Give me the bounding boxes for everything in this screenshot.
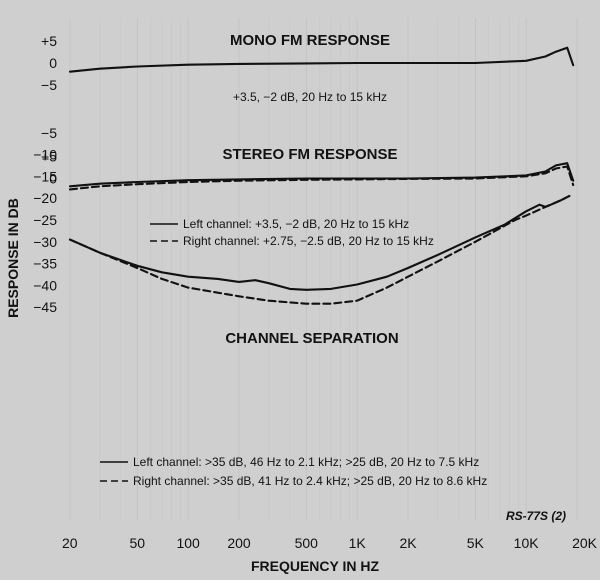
separation-legend-right-label: Right channel: >35 dB, 41 Hz to 2.4 kHz;… (133, 474, 487, 488)
separation-y-tick-label: −5 (41, 125, 57, 141)
x-tick-label: 500 (295, 535, 319, 551)
x-tick-label: 100 (176, 535, 200, 551)
stereo-legend-right-label: Right channel: +2.75, −2.5 dB, 20 Hz to … (183, 234, 434, 248)
separation-y-tick-label: −30 (33, 234, 57, 250)
separation-y-tick-label: −40 (33, 277, 57, 293)
x-axis-title: FREQUENCY IN HZ (251, 558, 380, 574)
stereo-right-line (68, 165, 575, 191)
tick-layer: +5 0 −5 +5 0 −5 −10 −15 −20 −25 −30 −35 −40 −45 20 50 10… (33, 33, 597, 551)
separation-y-tick-label: −45 (33, 299, 57, 315)
x-tick-label: 5K (467, 535, 485, 551)
x-tick-label: 10K (514, 535, 540, 551)
separation-left-line (68, 194, 571, 291)
mono-response-line (68, 46, 575, 73)
stereo-y-tick-label: +5 (41, 149, 57, 165)
mono-y-tick-label: 0 (49, 55, 57, 71)
separation-right-line (68, 194, 571, 305)
mono-y-tick-label: −5 (41, 77, 57, 93)
curve-layer (68, 46, 575, 305)
figure-code: RS-77S (2) (506, 509, 566, 523)
stereo-left-line (68, 162, 575, 188)
separation-title: CHANNEL SEPARATION (225, 330, 398, 347)
separation-y-tick-label: −25 (33, 212, 57, 228)
separation-legend-left-label: Left channel: >35 dB, 46 Hz to 2.1 kHz; … (133, 455, 479, 469)
separation-y-tick-label: −15 (33, 168, 57, 184)
mono-annotation: +3.5, −2 dB, 20 Hz to 15 kHz (233, 90, 387, 104)
x-tick-label: 2K (399, 535, 417, 551)
mono-y-tick-label: +5 (41, 33, 57, 49)
stereo-legend-left-label: Left channel: +3.5, −2 dB, 20 Hz to 15 k… (183, 217, 409, 231)
stereo-title: STEREO FM RESPONSE (222, 146, 397, 163)
x-tick-label: 20 (62, 535, 78, 551)
stereo-legend: Left channel: +3.5, −2 dB, 20 Hz to 15 k… (150, 217, 434, 248)
mono-title: MONO FM RESPONSE (230, 32, 390, 49)
x-tick-label: 200 (227, 535, 251, 551)
x-tick-label: 20K (572, 535, 598, 551)
separation-y-tick-label: −35 (33, 256, 57, 272)
separation-y-tick-label: −20 (33, 190, 57, 206)
x-tick-label: 1K (349, 535, 367, 551)
stereo-y-tick-label: 0 (49, 171, 57, 187)
x-tick-label: 50 (129, 535, 145, 551)
separation-y-tick-label: −10 (33, 147, 57, 163)
y-axis-title: RESPONSE IN DB (5, 198, 21, 318)
separation-legend: Left channel: >35 dB, 46 Hz to 2.1 kHz; … (100, 455, 487, 488)
